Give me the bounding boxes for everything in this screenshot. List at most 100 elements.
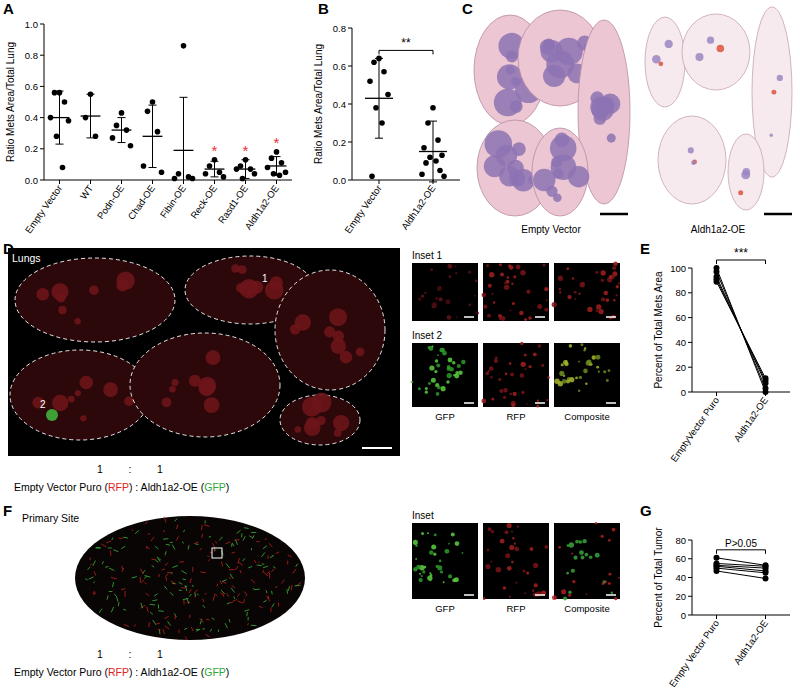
signal: [192, 567, 193, 572]
signal: [451, 532, 455, 536]
significance: *: [212, 142, 218, 159]
signal: [226, 563, 230, 568]
error-line: [183, 97, 184, 184]
signal: [419, 573, 421, 575]
signal: [189, 615, 190, 618]
signal: [135, 531, 139, 534]
signal: [179, 561, 184, 563]
signal: [111, 607, 113, 612]
error-cap: [242, 178, 250, 179]
signal: [439, 297, 443, 301]
y-tick-label: 0.4: [333, 99, 346, 110]
signal: [496, 567, 502, 573]
micrograph: [554, 523, 620, 599]
signal: [437, 286, 442, 291]
x-tick: [59, 180, 60, 184]
signal: [606, 298, 610, 302]
chart: 0.00.20.40.60.8Ratio Mets Area/Total Lun…: [313, 23, 460, 236]
lung-lobe: [15, 258, 175, 342]
marks: [714, 265, 769, 395]
signal: [587, 360, 592, 365]
signal: [520, 270, 526, 276]
signal: [232, 585, 235, 588]
y-tick-label: 60: [675, 312, 686, 323]
metastasis: [333, 415, 349, 431]
signal: [608, 539, 611, 542]
y-tick-label: 80: [675, 535, 686, 546]
signal: [532, 589, 535, 592]
signal: [578, 540, 582, 544]
signal: [270, 607, 271, 611]
signal: [163, 538, 168, 540]
chart: 0.00.20.40.60.81.0Ratio Mets Area/Total …: [5, 19, 292, 236]
signal: [243, 536, 245, 540]
signal: [179, 590, 182, 591]
signal: [587, 307, 592, 312]
signal: [503, 396, 506, 399]
signal: [164, 517, 166, 523]
signal: [101, 544, 106, 547]
signal: [251, 625, 257, 627]
signal: [558, 288, 561, 291]
panel-letter: C: [462, 0, 473, 17]
panel-letter: B: [318, 0, 329, 17]
region-label: 2: [40, 399, 46, 410]
x-axis: [352, 180, 460, 181]
signal: [601, 270, 606, 275]
signal: [526, 290, 530, 294]
metastasis: [52, 395, 68, 411]
metastasis: [555, 133, 570, 148]
signal: [614, 597, 617, 600]
signal: [195, 544, 198, 545]
error-cap: [273, 156, 281, 157]
y-axis-title: Ratio Mets Area/Total Lung: [5, 42, 16, 162]
x-axis: [692, 392, 790, 393]
signal: [194, 542, 199, 544]
signal: [202, 628, 204, 630]
lung-lobe: [130, 333, 280, 437]
metastasis: [543, 65, 565, 87]
signal: [113, 550, 118, 552]
signal: [448, 574, 452, 578]
signal: [512, 392, 516, 396]
signal: [275, 586, 277, 587]
signal: [517, 526, 519, 528]
signal: [454, 265, 456, 267]
signal: [611, 592, 613, 594]
lung-lobe: [645, 17, 685, 107]
signal: [423, 566, 426, 569]
signal: [601, 297, 605, 301]
signal: [596, 304, 601, 309]
point: [714, 279, 720, 285]
signal: [443, 581, 445, 583]
signal: [112, 538, 113, 541]
signal: [243, 558, 245, 561]
error-cap: [87, 137, 95, 138]
signal: [441, 386, 446, 391]
signal: [197, 594, 198, 596]
signal: [270, 556, 272, 558]
signal: [109, 568, 114, 571]
signal: [524, 592, 526, 594]
signal: [569, 344, 573, 348]
signal: [90, 564, 92, 565]
metastasis: [36, 288, 49, 301]
signal: [148, 533, 150, 535]
error-cap: [429, 121, 437, 122]
signal: [437, 354, 439, 356]
signal: [421, 575, 423, 577]
signal: [244, 610, 249, 612]
lung-lobe: [10, 350, 150, 440]
signal: [589, 556, 593, 560]
error-line: [121, 118, 122, 143]
y-tick-label: 0.2: [333, 137, 346, 148]
signal: [561, 363, 564, 366]
point: [441, 173, 447, 179]
signal: [111, 577, 117, 578]
point: [172, 176, 178, 182]
x-tick-label: WT: [78, 183, 96, 202]
scale-bar: [464, 316, 474, 318]
signal: [121, 588, 125, 590]
signal: [183, 599, 188, 600]
signal: [571, 553, 573, 555]
